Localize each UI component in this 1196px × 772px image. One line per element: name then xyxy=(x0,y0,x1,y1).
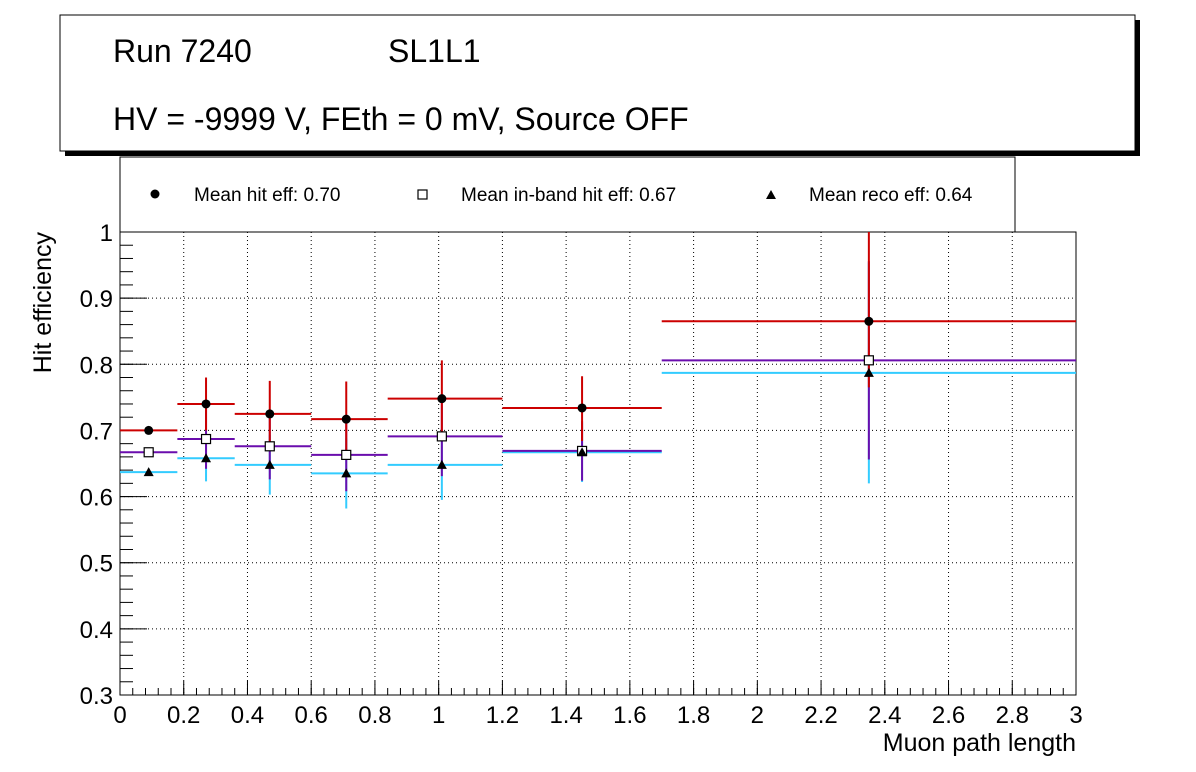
legend-box xyxy=(119,156,1016,233)
y-tick-label: 0.7 xyxy=(80,418,113,445)
x-tick-label: 2.2 xyxy=(804,702,837,729)
inband-point xyxy=(436,431,447,442)
reco-point xyxy=(264,459,275,469)
x-tick-label: 3 xyxy=(1069,702,1082,729)
x-tick-label: 1 xyxy=(432,702,445,729)
x-tick-label: 1.2 xyxy=(486,702,519,729)
y-tick-label: 0.4 xyxy=(80,617,113,644)
y-axis-title: Hit efficiency xyxy=(29,232,57,374)
x-tick-label: 0.6 xyxy=(295,702,328,729)
legend-marker-hit xyxy=(150,189,160,199)
inband-point xyxy=(264,441,275,452)
legend-marker-reco xyxy=(766,190,776,199)
y-tick-label: 0.5 xyxy=(80,551,113,578)
inband-point xyxy=(143,447,154,458)
inband-point xyxy=(341,449,352,461)
x-tick-label: 1.6 xyxy=(613,702,646,729)
hit-point xyxy=(265,409,275,419)
x-tick-label: 2 xyxy=(751,702,764,729)
x-tick-label: 1.4 xyxy=(549,702,582,729)
y-tick-label: 0.6 xyxy=(80,485,113,512)
y-tick-label: 0.9 xyxy=(80,286,113,313)
x-tick-label: 1.8 xyxy=(677,702,710,729)
x-tick-label: 0 xyxy=(113,702,126,729)
reco-point xyxy=(143,467,154,477)
reco-point xyxy=(436,459,447,469)
y-tick-label: 1 xyxy=(100,220,113,247)
reco-point xyxy=(201,453,212,463)
hit-point xyxy=(144,425,154,435)
legend-marker-inband xyxy=(417,189,428,200)
grid xyxy=(120,232,1076,695)
x-tick-label: 2.4 xyxy=(868,702,901,729)
x-tick-label: 2.8 xyxy=(996,702,1029,729)
hit-point xyxy=(201,399,211,409)
reco-point xyxy=(863,367,874,377)
hit-point xyxy=(577,403,587,413)
legend-label-inband: Mean in-band hit eff: 0.67 xyxy=(461,185,676,206)
hit-point xyxy=(864,316,874,326)
x-tick-label: 2.6 xyxy=(932,702,965,729)
axis-ticks: 0 0.2 0.4 0.6 0.8 1 1.2 1.4 1.6 1.8 2 2.2 2.4 2.6 2.8 3… xyxy=(80,220,1083,729)
y-tick-label: 0.8 xyxy=(80,352,113,379)
layer-label: SL1L1 xyxy=(388,33,481,69)
plot-frame xyxy=(119,231,1077,696)
conditions-label: HV = -9999 V, FEth = 0 mV, Source OFF xyxy=(113,101,689,137)
run-label: Run 7240 xyxy=(113,33,252,69)
inband-point xyxy=(200,433,212,445)
legend-label-reco: Mean reco eff: 0.64 xyxy=(809,185,973,206)
hit-point xyxy=(341,414,351,424)
data-layer xyxy=(120,232,1076,509)
legend-label-hit: Mean hit eff: 0.70 xyxy=(194,185,340,206)
x-tick-label: 0.2 xyxy=(167,702,200,729)
y-tick-label: 0.3 xyxy=(80,683,113,710)
header-box xyxy=(59,14,1136,152)
inband-point xyxy=(863,355,874,366)
reco-point xyxy=(577,447,588,457)
x-axis-title: Muon path length xyxy=(883,729,1076,757)
x-tick-label: 0.4 xyxy=(231,702,264,729)
reco-point xyxy=(341,468,352,478)
hit-point xyxy=(437,394,447,404)
x-tick-label: 0.8 xyxy=(358,702,391,729)
